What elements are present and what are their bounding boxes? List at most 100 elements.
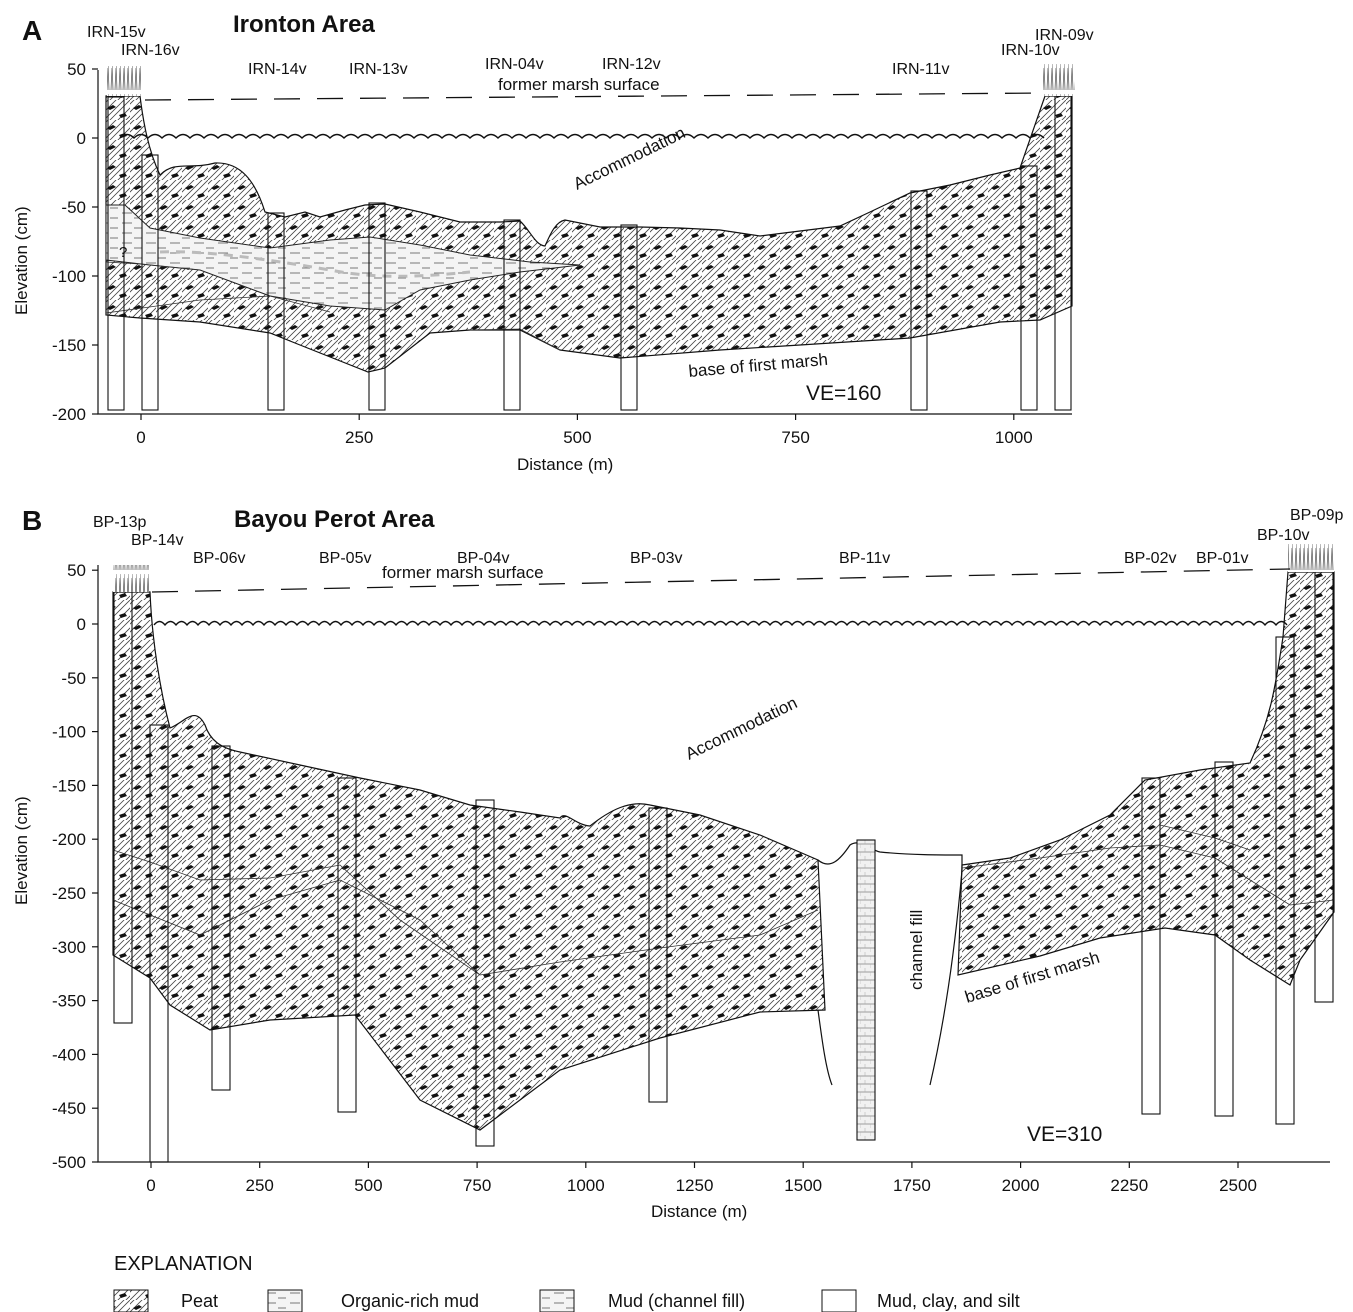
panel-a-core-label: IRN-11v bbox=[892, 61, 950, 78]
core-column bbox=[1020, 165, 1038, 411]
panel-a-organic-mud bbox=[105, 204, 581, 311]
panel-b-core-label: BP-01v bbox=[1196, 550, 1248, 567]
panel-b-marsh-grass-left bbox=[113, 565, 149, 592]
y-tick-label: -100 bbox=[52, 267, 86, 286]
core-column bbox=[1141, 777, 1161, 1115]
y-tick-label: -200 bbox=[52, 830, 86, 849]
panel-a-lithology: ? bbox=[105, 95, 1073, 373]
panel-a-core-label: IRN-09v bbox=[1035, 27, 1094, 44]
y-tick-label: 0 bbox=[77, 129, 86, 148]
panel-b-core-label: BP-11v bbox=[839, 550, 890, 567]
y-tick-label: 0 bbox=[77, 615, 86, 634]
x-tick-label: 250 bbox=[345, 428, 373, 447]
core-column bbox=[648, 807, 668, 1103]
x-tick-label: 1500 bbox=[784, 1176, 822, 1195]
x-tick-label: 0 bbox=[146, 1176, 155, 1195]
legend-label-mud-clay-silt: Mud, clay, and silt bbox=[877, 1291, 1020, 1311]
y-tick-label: -400 bbox=[52, 1045, 86, 1064]
legend-swatch-organic-mud bbox=[267, 1289, 303, 1312]
panel-b-xlabel: Distance (m) bbox=[651, 1202, 747, 1221]
panel-b-core-label: BP-09p bbox=[1290, 507, 1343, 524]
panel-a-core-label: IRN-15v bbox=[87, 24, 146, 41]
panel-b-core-label: BP-13p bbox=[93, 514, 146, 531]
core-column bbox=[368, 202, 386, 411]
panel-b-water-surface bbox=[153, 620, 1288, 627]
panel-b-core-label: BP-06v bbox=[193, 550, 245, 567]
panel-b-core-label: BP-04v bbox=[457, 550, 509, 567]
x-tick-label: 500 bbox=[354, 1176, 382, 1195]
x-tick-label: 0 bbox=[136, 428, 145, 447]
y-tick-label: 50 bbox=[67, 561, 86, 580]
y-tick-label: -50 bbox=[61, 669, 86, 688]
core-column bbox=[107, 96, 125, 411]
panel-a-water-surface bbox=[119, 133, 1045, 139]
panel-a-core-label: IRN-10v bbox=[1001, 42, 1060, 59]
panel-a-former-marsh-surface bbox=[144, 92, 1046, 101]
x-tick-label: 2500 bbox=[1219, 1176, 1257, 1195]
core-column bbox=[1214, 761, 1234, 1117]
panel-a-ve: VE=160 bbox=[806, 382, 881, 405]
x-tick-label: 1250 bbox=[676, 1176, 714, 1195]
panel-a-ticks: 500-50-100-150-2000 250 500 750 1000 bbox=[52, 60, 1033, 447]
explanation-title: EXPLANATION bbox=[114, 1253, 253, 1275]
core-column bbox=[475, 799, 495, 1147]
panel-b-title: Bayou Perot Area bbox=[234, 506, 435, 533]
core-column bbox=[620, 224, 638, 411]
y-tick-label: -150 bbox=[52, 776, 86, 795]
y-tick-label: -500 bbox=[52, 1153, 86, 1172]
y-tick-label: -150 bbox=[52, 336, 86, 355]
panel-a-title: Ironton Area bbox=[233, 11, 375, 38]
y-tick-label: -50 bbox=[61, 198, 86, 217]
x-tick-label: 750 bbox=[463, 1176, 491, 1195]
panel-a-core-label: IRN-04v bbox=[485, 56, 544, 73]
panel-b-accommodation-label: Accommodation bbox=[682, 693, 800, 764]
panel-a-lens-dashes bbox=[159, 250, 471, 278]
panel-b-lithology bbox=[112, 571, 1335, 1141]
x-tick-label: 750 bbox=[781, 428, 809, 447]
x-tick-label: 500 bbox=[563, 428, 591, 447]
panel-a-ylabel: Elevation (cm) bbox=[12, 206, 31, 315]
panel-a-question-mark: ? bbox=[119, 244, 127, 261]
panel-b-core-label: BP-03v bbox=[630, 550, 682, 567]
explanation-legend: EXPLANATION Peat Organic-rich mud Mud (c… bbox=[113, 1253, 1020, 1312]
panel-b: B Bayou Perot Area BP-13p BP bbox=[12, 505, 1343, 1221]
legend-swatch-mud-clay-silt bbox=[821, 1289, 857, 1312]
x-tick-label: 1750 bbox=[893, 1176, 931, 1195]
panel-a-former-surface-label: former marsh surface bbox=[498, 75, 660, 94]
panel-b-marsh-grass-right bbox=[1288, 540, 1334, 572]
panel-b-ticks: 500-50-100-150-200-250-300-350-400-450-5… bbox=[52, 561, 1257, 1195]
y-tick-label: -100 bbox=[52, 723, 86, 742]
y-tick-label: -350 bbox=[52, 992, 86, 1011]
core-column bbox=[337, 777, 357, 1113]
legend-label-peat: Peat bbox=[181, 1291, 218, 1311]
panel-b-letter: B bbox=[22, 505, 42, 536]
panel-b-peat-body-left bbox=[112, 591, 826, 1131]
x-tick-label: 250 bbox=[246, 1176, 274, 1195]
panel-b-core-label: BP-02v bbox=[1124, 550, 1176, 567]
panel-b-former-surface-label: former marsh surface bbox=[382, 563, 544, 582]
y-tick-label: -200 bbox=[52, 405, 86, 424]
panel-b-core-label: BP-05v bbox=[319, 550, 371, 567]
x-tick-label: 2250 bbox=[1110, 1176, 1148, 1195]
panel-b-channel-top bbox=[817, 842, 963, 870]
core-column bbox=[141, 154, 159, 411]
core-column bbox=[503, 219, 521, 411]
panel-a-cores bbox=[107, 62, 1075, 411]
panel-a-xlabel: Distance (m) bbox=[517, 455, 613, 474]
x-tick-label: 1000 bbox=[567, 1176, 605, 1195]
panel-a-marsh-grass-left bbox=[107, 66, 141, 96]
panel-a-marsh-grass-right bbox=[1043, 62, 1075, 96]
panel-b-cores bbox=[113, 540, 1334, 1163]
panel-a-accommodation-label: Accommodation bbox=[570, 123, 688, 194]
legend-label-channel-fill: Mud (channel fill) bbox=[608, 1291, 745, 1311]
panel-a-core-label: IRN-16v bbox=[121, 42, 180, 59]
panel-a-base-label: base of first marsh bbox=[688, 350, 829, 381]
legend-swatch-channel-fill bbox=[539, 1289, 575, 1312]
panel-a: A Ironton Area ? IRN-15v bbox=[12, 11, 1094, 474]
core-column bbox=[1275, 636, 1295, 1125]
panel-a-core-label: IRN-14v bbox=[248, 61, 307, 78]
x-tick-label: 1000 bbox=[995, 428, 1033, 447]
y-tick-label: -250 bbox=[52, 884, 86, 903]
panel-b-ve: VE=310 bbox=[1027, 1123, 1102, 1146]
panel-a-core-label: IRN-12v bbox=[602, 56, 661, 73]
